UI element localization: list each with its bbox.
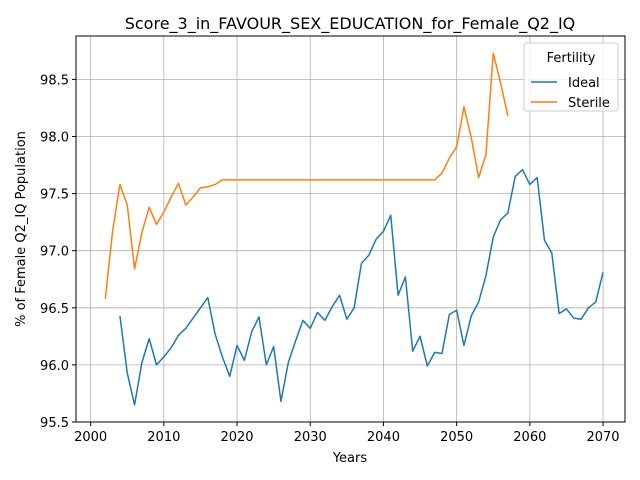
x-axis-label: Years	[332, 451, 368, 466]
y-axis-label: % of Female Q2_IQ Population	[14, 131, 29, 327]
y-tick-label: 97.0	[40, 245, 69, 260]
y-tick-label: 98.5	[40, 73, 69, 88]
y-tick-label: 98.0	[40, 130, 69, 145]
legend-title: Fertility	[547, 51, 596, 66]
x-tick-label: 2020	[220, 430, 253, 445]
chart-title: Score_3_in_FAVOUR_SEX_EDUCATION_for_Fema…	[125, 14, 576, 34]
x-tick-label: 2010	[147, 430, 180, 445]
legend: Fertility Ideal Sterile	[524, 43, 618, 111]
y-tick-label: 97.5	[40, 188, 69, 203]
y-tick-label: 96.5	[40, 302, 69, 317]
x-tick-label: 2070	[586, 430, 619, 445]
legend-label-ideal: Ideal	[568, 76, 600, 91]
x-tick-label: 2000	[74, 430, 107, 445]
legend-label-sterile: Sterile	[568, 96, 610, 111]
y-tick-label: 95.5	[40, 416, 69, 431]
x-tick-label: 2040	[367, 430, 400, 445]
x-tick-label: 2060	[513, 430, 546, 445]
y-tick-label: 96.0	[40, 359, 69, 374]
x-tick-label: 2030	[294, 430, 327, 445]
x-tick-label: 2050	[440, 430, 473, 445]
